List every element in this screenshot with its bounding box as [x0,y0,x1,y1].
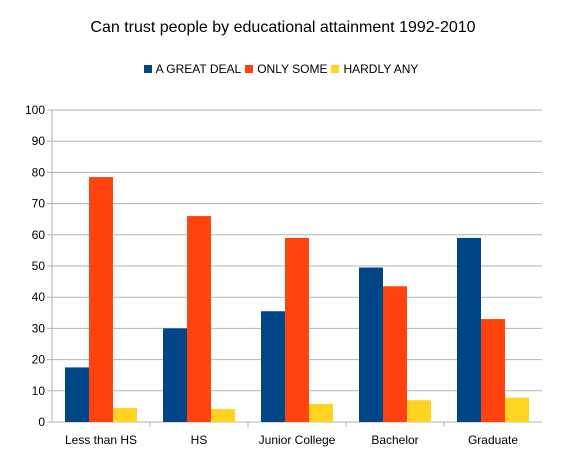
legend-label: ONLY SOME [257,62,328,76]
legend-label: HARDLY ANY [343,62,419,76]
bar [285,237,309,422]
bar [211,408,235,422]
y-tick-label: 50 [32,259,46,273]
bar [481,319,505,422]
bar [505,397,529,422]
x-tick-label: HS [191,433,208,447]
bar [113,407,137,422]
legend-swatch [331,65,340,73]
chart-title: Can trust people by educational attainme… [90,19,476,36]
y-tick-label: 70 [32,197,46,211]
legend-item: HARDLY ANY [331,62,418,76]
bar [163,328,187,422]
y-tick-label: 40 [32,290,46,304]
x-tick-label: Graduate [468,433,518,447]
bar [309,403,333,422]
legend-item: ONLY SOME [245,62,327,76]
legend: A GREAT DEAL ONLY SOME HARDLY ANY [0,62,566,76]
bar [261,311,285,422]
y-tick-label: 60 [32,228,46,242]
bar [457,237,481,422]
bar [187,216,211,422]
y-tick-label: 10 [32,384,46,398]
y-tick-label: 100 [25,103,45,117]
y-tick-label: 30 [32,321,46,335]
x-tick-label: Less than HS [65,433,137,447]
legend-swatch [143,65,152,73]
bar [383,286,407,422]
legend-item: A GREAT DEAL [143,62,242,76]
bar [65,367,89,422]
y-tick-label: 0 [38,415,45,429]
bar [407,400,431,422]
bar [89,177,113,422]
y-tick-label: 90 [32,134,46,148]
legend-swatch [245,65,254,73]
y-tick-label: 80 [32,165,46,179]
legend-label: A GREAT DEAL [155,62,242,76]
x-tick-label: Junior College [259,433,336,447]
y-tick-label: 20 [32,353,46,367]
bar [359,267,383,422]
x-tick-label: Bachelor [371,433,418,447]
